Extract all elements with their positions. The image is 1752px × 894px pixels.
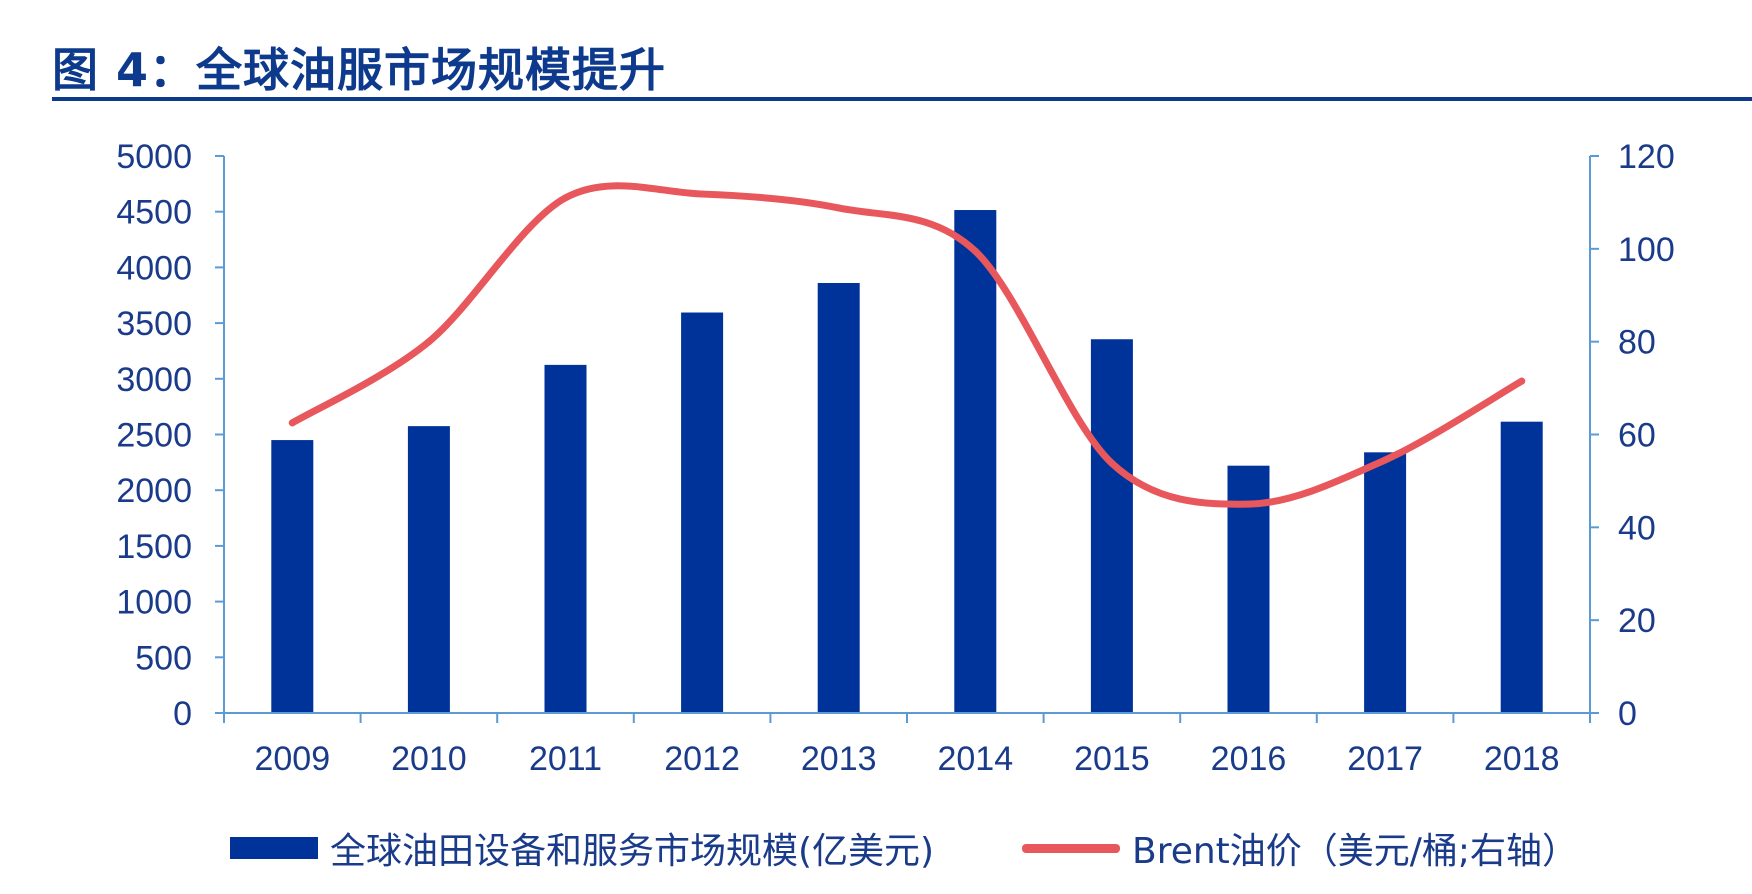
legend-line: Brent油价（美元/桶;右轴）: [1022, 820, 1578, 876]
brent-point-2018: [1518, 377, 1526, 385]
y-left-tick-label: 4000: [116, 249, 192, 287]
y-right-tick-label: 120: [1618, 138, 1675, 176]
x-tick-label: 2017: [1347, 740, 1423, 778]
bar-2010: [407, 426, 450, 713]
y-right-tick-label: 40: [1618, 509, 1656, 547]
brent-point-2017: [1381, 456, 1389, 464]
bar-2012: [681, 312, 724, 713]
brent-point-2009: [288, 419, 296, 427]
y-left-tick-label: 5000: [116, 138, 192, 176]
brent-point-2010: [425, 338, 433, 346]
brent-point-2014: [971, 247, 979, 255]
brent-point-2012: [698, 190, 706, 198]
x-tick-label: 2010: [391, 740, 467, 778]
legend-bar-label: 全球油田设备和服务市场规模(亿美元): [330, 831, 935, 872]
y-left-tick-label: 1500: [116, 528, 192, 566]
legend: 全球油田设备和服务市场规模(亿美元): [230, 820, 934, 876]
y-left-tick-label: 2500: [116, 417, 192, 455]
y-left-tick-label: 0: [173, 695, 192, 733]
legend-bar-swatch: [230, 837, 318, 859]
brent-point-2013: [835, 204, 843, 212]
x-tick-label: 2015: [1074, 740, 1150, 778]
bar-2018: [1500, 421, 1543, 713]
y-left-tick-label: 4500: [116, 194, 192, 232]
brent-point-2011: [562, 194, 569, 202]
chart-title: 图 4：全球油服市场规模提升: [52, 43, 667, 97]
legend-line-label: Brent油价（美元/桶;右轴）: [1132, 831, 1579, 872]
y-right-tick-label: 20: [1618, 602, 1656, 640]
bar-2013: [817, 282, 860, 713]
bar-2011: [544, 364, 587, 713]
x-tick-label: 2009: [254, 740, 330, 778]
legend-line-swatch: [1022, 843, 1120, 853]
y-left-tick-label: 500: [135, 639, 192, 677]
bar-2015: [1090, 339, 1133, 713]
y-right-tick-label: 80: [1618, 324, 1656, 362]
y-right-tick-label: 100: [1618, 231, 1675, 269]
x-tick-label: 2014: [937, 740, 1013, 778]
bar-2017: [1364, 452, 1407, 713]
bar-2009: [271, 440, 314, 713]
y-left-tick-label: 1000: [116, 584, 192, 622]
y-right-tick-label: 60: [1618, 417, 1656, 455]
y-right-tick-label: 0: [1618, 695, 1637, 733]
y-left-tick-label: 2000: [116, 472, 192, 510]
x-tick-label: 2012: [664, 740, 740, 778]
x-tick-label: 2018: [1484, 740, 1560, 778]
brent-point-2015: [1108, 459, 1116, 467]
brent-price-line: [288, 182, 1526, 508]
x-tick-label: 2011: [529, 740, 602, 778]
bar-2014: [954, 210, 997, 714]
x-tick-label: 2016: [1211, 740, 1287, 778]
title-rule: [52, 97, 1752, 101]
x-tick-label: 2013: [801, 740, 877, 778]
y-left-tick-label: 3500: [116, 305, 192, 343]
y-left-tick-label: 3000: [116, 361, 192, 399]
brent-point-2016: [1245, 500, 1252, 508]
